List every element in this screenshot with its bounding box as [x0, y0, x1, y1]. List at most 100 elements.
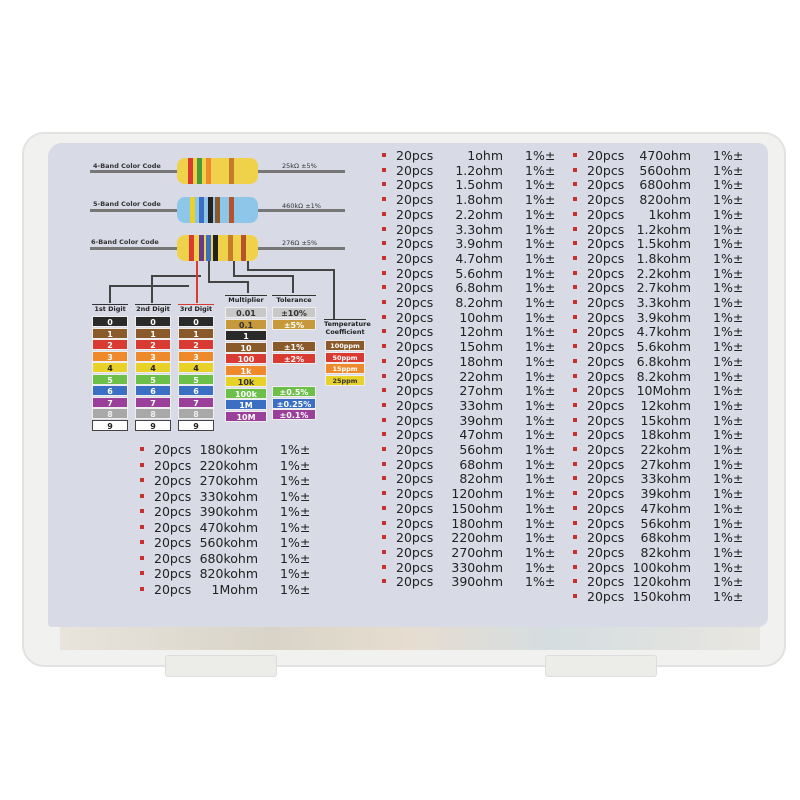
tolerance: 1%±	[713, 177, 744, 193]
resistance-value: 100kohm	[632, 559, 691, 575]
list-item: 20pcs 120kohm 1%±	[573, 574, 743, 589]
quantity: 20pcs	[396, 397, 434, 413]
resistance-value: 82ohm	[459, 471, 503, 487]
multiplier-cell: 10M	[225, 410, 267, 422]
quantity: 20pcs	[396, 295, 434, 310]
list-item: 20pcs 150ohm 1%±	[382, 500, 555, 516]
bullet-icon	[573, 447, 577, 451]
bullet-icon	[573, 153, 577, 157]
list-item: 20pcs 1.5kohm 1%±	[573, 236, 743, 252]
resistance-value: 150kohm	[632, 589, 691, 604]
quantity: 20pcs	[396, 280, 434, 296]
digit-cell: 0	[178, 316, 214, 327]
resistance-value: 560kohm	[199, 535, 258, 550]
resistance-value: 18ohm	[459, 353, 503, 369]
list-item: 20pcs 3.3kohm 1%±	[573, 295, 743, 310]
tolerance: 1%±	[713, 236, 744, 252]
resistance-value: 1.5kohm	[636, 236, 691, 252]
tolerance: 1%±	[525, 353, 556, 369]
quantity: 20pcs	[396, 500, 434, 516]
tolerance: 1%±	[525, 574, 556, 590]
resistance-value: 15ohm	[459, 339, 503, 355]
quantity: 20pcs	[587, 427, 625, 443]
list-item: 20pcs 1kohm 1%±	[573, 207, 743, 222]
quantity: 20pcs	[396, 162, 434, 178]
six-band-resistor	[177, 235, 258, 261]
bullet-icon	[382, 491, 386, 496]
tolerance-cell: ±0.1%	[272, 409, 316, 420]
resistance-value: 47ohm	[459, 427, 503, 443]
list-item: 20pcs 33kohm 1%±	[573, 471, 743, 487]
digit-cell: 3	[135, 350, 171, 362]
list-item: 20pcs 27ohm 1%±	[382, 383, 555, 398]
quantity: 20pcs	[154, 535, 192, 550]
bullet-icon	[573, 388, 577, 393]
list-item: 20pcs 12kohm 1%±	[573, 398, 743, 413]
quantity: 20pcs	[154, 566, 192, 581]
bullet-icon	[382, 549, 386, 554]
digit-cell: 4	[92, 362, 128, 373]
tolerance-cell: ±2%	[272, 352, 316, 364]
list-item: 20pcs 47kohm 1%±	[573, 500, 743, 516]
quantity: 20pcs	[587, 265, 625, 281]
bullet-icon	[573, 402, 577, 407]
tolerance: 1%±	[713, 456, 744, 472]
list-item: 20pcs 1Mohm 1%±	[140, 582, 310, 597]
tolerance-cell: ±0.5%	[272, 386, 316, 397]
bullet-icon	[382, 476, 386, 481]
resistance-value: 180kohm	[199, 442, 258, 457]
resistance-value: 39ohm	[459, 412, 503, 428]
digit-cell: 4	[178, 362, 214, 373]
quantity: 20pcs	[396, 442, 434, 457]
list-item: 20pcs 330ohm 1%±	[382, 560, 555, 575]
resistance-value: 3.3kohm	[636, 295, 691, 310]
tolerance: 1%±	[525, 265, 556, 281]
quantity: 20pcs	[587, 559, 625, 575]
bullet-icon	[573, 432, 577, 437]
bullet-icon	[382, 241, 386, 246]
resistance-value: 22kohm	[640, 442, 691, 457]
list-item: 20pcs 22kohm 1%±	[573, 442, 743, 457]
four-band-resistor	[177, 158, 258, 184]
tolerance: 1%±	[713, 383, 744, 399]
bullet-icon	[382, 358, 386, 363]
list-item: 20pcs 3.9ohm 1%±	[382, 236, 555, 251]
list-item: 20pcs 18ohm 1%±	[382, 353, 555, 369]
list-item: 20pcs 3.9kohm 1%±	[573, 310, 743, 325]
resistance-value: 1.8ohm	[455, 192, 503, 208]
tolerance: 1%±	[525, 280, 556, 296]
quantity: 20pcs	[587, 148, 625, 163]
list-item: 20pcs 1.2kohm 1%±	[573, 222, 743, 237]
tolerance: 1%±	[713, 486, 744, 502]
second-digit-header: 2nd Digit	[135, 304, 171, 313]
digit-cell: 1	[92, 327, 128, 339]
quantity: 20pcs	[587, 383, 625, 399]
tolerance: 1%±	[525, 309, 556, 325]
list-item: 20pcs 6.8ohm 1%±	[382, 280, 555, 296]
resistance-value: 150ohm	[451, 500, 503, 516]
list-item: 20pcs 10ohm 1%±	[382, 310, 555, 325]
quantity: 20pcs	[396, 206, 434, 222]
tolerance: 1%±	[713, 500, 744, 516]
quantity: 20pcs	[587, 500, 625, 516]
five-band-value: 460kΩ ±1%	[282, 202, 321, 210]
list-item: 20pcs 56kohm 1%±	[573, 516, 743, 531]
tolerance: 1%±	[525, 177, 556, 193]
resistance-value: 470ohm	[639, 148, 691, 163]
list-item: 20pcs 82kohm 1%±	[573, 545, 743, 560]
bullet-icon	[382, 388, 386, 393]
digit-cell: 1	[178, 327, 214, 339]
bullet-icon	[382, 373, 386, 378]
list-item: 20pcs 10Mohm 1%±	[573, 383, 743, 399]
resistance-value: 820ohm	[639, 192, 691, 208]
digit-cell: 4	[135, 362, 171, 373]
bullet-icon	[382, 505, 386, 510]
resistance-value: 12ohm	[459, 324, 503, 340]
digit-cell: 2	[178, 339, 214, 350]
tolerance: 1%±	[713, 148, 744, 163]
list-item: 20pcs 39kohm 1%±	[573, 486, 743, 501]
tolerance: 1%±	[525, 162, 556, 178]
resistance-value: 33kohm	[640, 471, 691, 487]
tolerance: 1%±	[713, 530, 744, 546]
third-digit-header: 3rd Digit	[178, 304, 214, 313]
